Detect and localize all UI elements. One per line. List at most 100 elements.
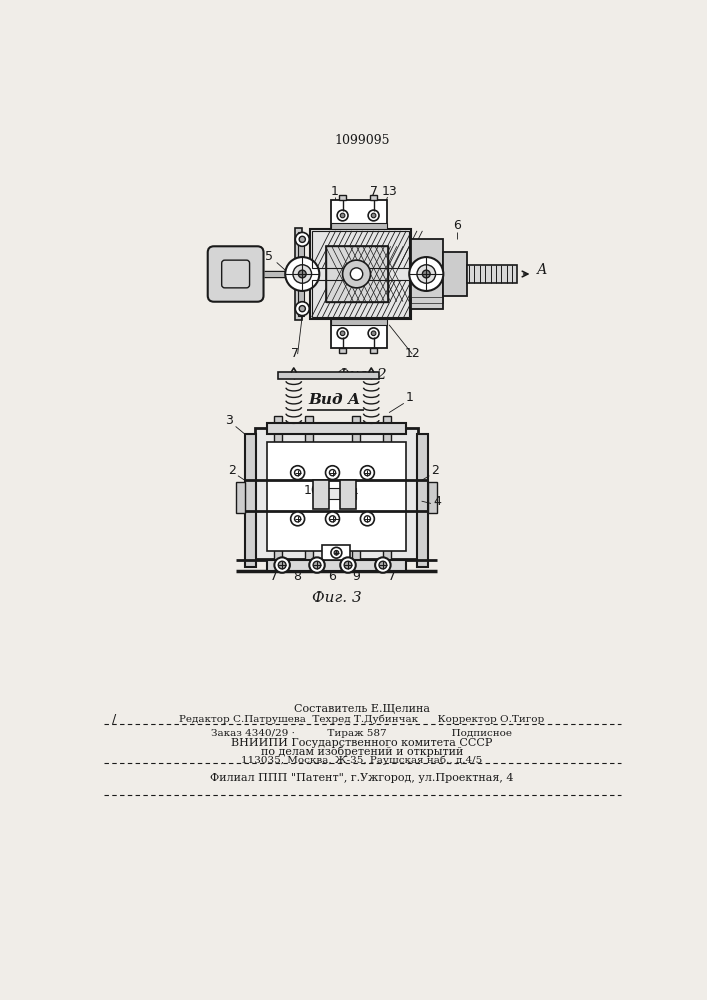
- Circle shape: [368, 210, 379, 221]
- Bar: [267, 442, 406, 551]
- Bar: [331, 319, 387, 348]
- Bar: [331, 319, 387, 325]
- Bar: [383, 416, 391, 570]
- Text: Редактор С.Патрушева  Техред Т.Дубинчак      Корректор О.Тигор: Редактор С.Патрушева Техред Т.Дубинчак К…: [180, 714, 544, 724]
- Bar: [235, 482, 245, 513]
- Bar: [298, 232, 304, 316]
- Bar: [313, 480, 329, 509]
- Bar: [325, 246, 387, 302]
- Circle shape: [293, 265, 312, 283]
- Circle shape: [279, 561, 286, 569]
- Bar: [339, 195, 346, 200]
- Bar: [312, 231, 409, 268]
- Bar: [295, 228, 303, 320]
- Circle shape: [368, 328, 379, 339]
- Circle shape: [296, 232, 309, 246]
- Text: 4: 4: [433, 495, 441, 508]
- Bar: [340, 480, 356, 509]
- Bar: [279, 372, 379, 379]
- Bar: [313, 488, 356, 499]
- Text: 7: 7: [291, 347, 298, 360]
- Bar: [443, 252, 467, 296]
- Text: 7: 7: [370, 185, 378, 198]
- Text: 2: 2: [431, 464, 439, 477]
- Bar: [411, 297, 443, 303]
- Circle shape: [351, 268, 363, 280]
- Text: Фиг. 2: Фиг. 2: [337, 368, 387, 382]
- Text: 6: 6: [329, 570, 337, 583]
- Text: ВНИИПИ Государственного комитета СССР: ВНИИПИ Государственного комитета СССР: [231, 738, 493, 748]
- Text: 113035, Москва, Ж-35, Раушская наб., д.4/5: 113035, Москва, Ж-35, Раушская наб., д.4…: [241, 755, 483, 765]
- Bar: [331, 200, 387, 229]
- Circle shape: [299, 306, 305, 312]
- Text: 7: 7: [270, 570, 279, 583]
- Circle shape: [344, 561, 352, 569]
- Bar: [325, 246, 387, 302]
- Text: 1: 1: [406, 391, 414, 404]
- Circle shape: [340, 331, 345, 336]
- Circle shape: [291, 466, 305, 480]
- Circle shape: [299, 236, 305, 242]
- Bar: [245, 434, 256, 567]
- Bar: [370, 195, 378, 200]
- Circle shape: [291, 512, 305, 526]
- Text: Вид А: Вид А: [309, 393, 361, 407]
- Circle shape: [371, 213, 376, 218]
- Text: 9: 9: [352, 570, 360, 583]
- Text: 11: 11: [344, 484, 360, 497]
- Text: 2: 2: [228, 464, 235, 477]
- Circle shape: [298, 270, 306, 278]
- Circle shape: [296, 302, 309, 316]
- Text: Составитель Е.Щелина: Составитель Е.Щелина: [294, 704, 430, 714]
- Text: по делам изобретений и открытий: по делам изобретений и открытий: [261, 746, 463, 757]
- Text: 1: 1: [331, 185, 339, 198]
- Bar: [417, 434, 428, 567]
- Circle shape: [334, 550, 339, 555]
- Bar: [411, 239, 443, 309]
- Circle shape: [422, 270, 430, 278]
- Circle shape: [337, 210, 348, 221]
- Text: Филиал ППП "Патент", г.Ужгород, ул.Проектная, 4: Филиал ППП "Патент", г.Ужгород, ул.Проек…: [210, 773, 514, 783]
- Bar: [305, 416, 313, 570]
- Bar: [274, 416, 282, 570]
- Text: 12: 12: [404, 347, 420, 360]
- Bar: [352, 416, 360, 570]
- Circle shape: [337, 328, 348, 339]
- Bar: [467, 265, 517, 283]
- Bar: [312, 280, 409, 317]
- Text: 5: 5: [265, 250, 273, 263]
- Circle shape: [309, 557, 325, 573]
- Text: /: /: [112, 713, 116, 726]
- Text: 3: 3: [226, 414, 233, 427]
- Text: Заказ 4340/29 ·          Тираж 587                    Подписное: Заказ 4340/29 · Тираж 587 Подписное: [211, 729, 513, 738]
- Bar: [370, 348, 378, 353]
- Bar: [255, 428, 418, 559]
- Bar: [331, 223, 387, 229]
- Bar: [428, 482, 437, 513]
- Circle shape: [325, 466, 339, 480]
- Circle shape: [375, 557, 391, 573]
- Text: 10: 10: [303, 484, 320, 497]
- Circle shape: [285, 257, 320, 291]
- Circle shape: [340, 213, 345, 218]
- Text: А: А: [537, 263, 547, 277]
- Circle shape: [340, 557, 356, 573]
- Bar: [322, 545, 351, 560]
- Text: 6: 6: [453, 219, 461, 232]
- Text: Фиг. 3: Фиг. 3: [312, 591, 361, 605]
- Circle shape: [274, 557, 290, 573]
- Circle shape: [371, 331, 376, 336]
- Bar: [339, 348, 346, 353]
- Text: 13: 13: [381, 185, 397, 198]
- Bar: [310, 229, 411, 319]
- Text: 8: 8: [293, 570, 302, 583]
- Text: 7: 7: [388, 570, 396, 583]
- Bar: [267, 423, 406, 434]
- Bar: [267, 560, 406, 571]
- Circle shape: [361, 512, 374, 526]
- FancyBboxPatch shape: [208, 246, 264, 302]
- Circle shape: [325, 512, 339, 526]
- Text: 1099095: 1099095: [334, 134, 390, 147]
- Circle shape: [361, 466, 374, 480]
- Circle shape: [409, 257, 443, 291]
